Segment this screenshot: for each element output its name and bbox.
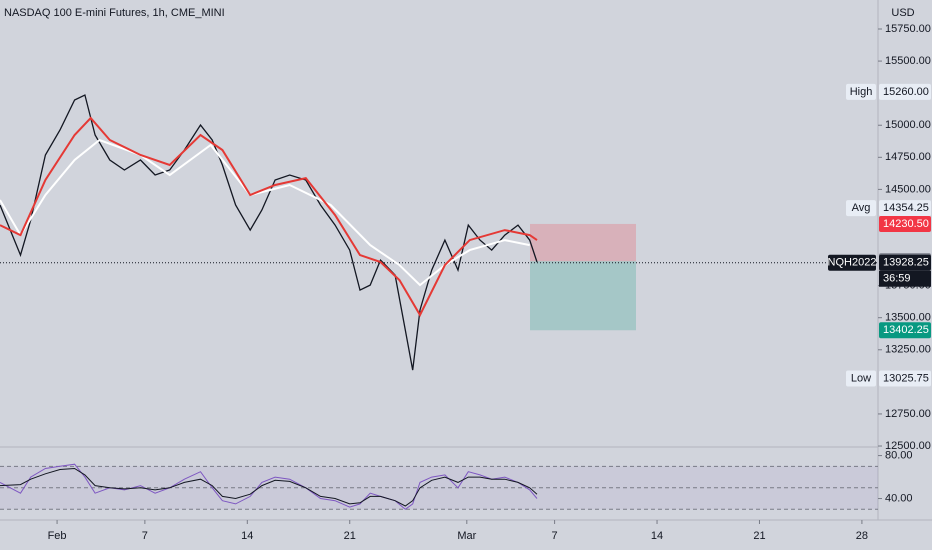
x-tick-label: 21 [753, 530, 765, 542]
price-line [0, 138, 530, 287]
price-label-name: High [850, 86, 873, 98]
currency: USD [891, 7, 914, 19]
countdown-box [879, 270, 931, 287]
price-label-name-box [846, 200, 876, 217]
price-label-box [879, 83, 931, 100]
price-label-box [879, 322, 931, 339]
price-label: 13928.25 [883, 257, 929, 269]
chart-title: NASDAQ 100 E-mini Futures, 1h, CME_MINI [4, 7, 225, 19]
price-label-name-box [846, 83, 876, 100]
price-label-box [879, 370, 931, 387]
rsi-line [0, 467, 538, 507]
y-tick-label: 12500.00 [885, 440, 931, 452]
price-label-name: Low [851, 372, 871, 384]
y-tick-label: 15500.00 [885, 55, 931, 67]
y-tick-label: 14750.00 [885, 151, 931, 163]
x-tick-label: 14 [651, 530, 663, 542]
x-tick-label: Feb [48, 530, 67, 542]
price-label-name: NQH2022 [828, 257, 877, 269]
rsi-line [0, 463, 538, 510]
y-tick-label: 12750.00 [885, 408, 931, 420]
price-label-name-box [828, 254, 876, 271]
price-label-box [879, 254, 931, 271]
y-tick-label: 14500.00 [885, 183, 931, 195]
price-label-name: Avg [852, 202, 871, 214]
stop-zone [530, 223, 636, 262]
price-label: 15260.00 [883, 86, 929, 98]
y-tick-label: 13500.00 [885, 312, 931, 324]
y-tick-label: 13250.00 [885, 344, 931, 356]
price-label-box [879, 215, 931, 232]
price-label: 13025.75 [883, 372, 929, 384]
y-tick-label: 15750.00 [885, 23, 931, 35]
y-tick-label: 80.00 [885, 449, 913, 461]
target-zone [530, 261, 636, 331]
price-label: 14230.50 [883, 218, 929, 230]
price-label-name-box [846, 370, 876, 387]
countdown: 36:59 [883, 273, 911, 285]
price-line [0, 94, 538, 371]
x-tick-label: 21 [344, 530, 356, 542]
x-tick-label: 7 [142, 530, 148, 542]
price-label-box [879, 200, 931, 217]
price-label: 14354.25 [883, 202, 929, 214]
x-tick-label: Mar [457, 530, 476, 542]
y-tick-label: 40.00 [885, 492, 913, 504]
x-tick-label: 28 [856, 530, 868, 542]
x-tick-label: 14 [241, 530, 253, 542]
price-line [0, 116, 538, 318]
x-tick-label: 7 [552, 530, 558, 542]
y-tick-label: 15000.00 [885, 119, 931, 131]
price-label: 13402.25 [883, 324, 929, 336]
